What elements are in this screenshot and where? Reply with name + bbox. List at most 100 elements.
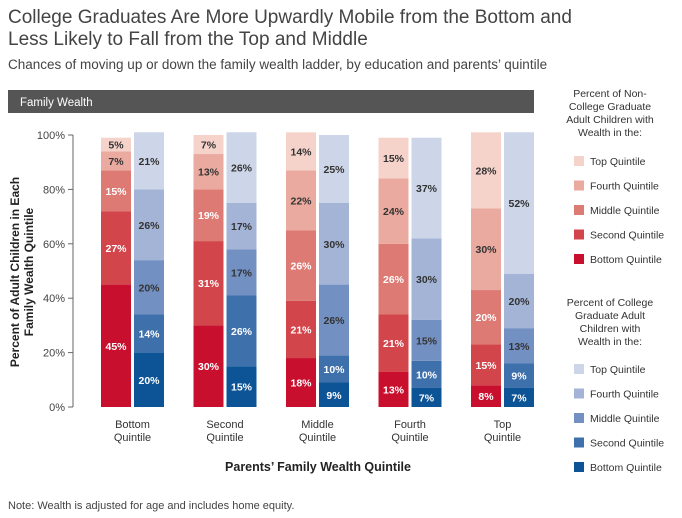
bar-segment	[319, 284, 349, 356]
bar-value-label: 30%	[323, 239, 345, 251]
bar-segment	[504, 363, 534, 388]
legend-item-label: Second Quintile	[590, 438, 664, 450]
bar-segment	[504, 328, 534, 364]
bar-value-label: 21%	[290, 324, 312, 336]
y-tick-label: 60%	[43, 239, 65, 251]
x-category-label: Quintile	[299, 432, 336, 444]
bar-value-label: 45%	[105, 341, 127, 353]
bar-value-label: 25%	[323, 164, 345, 176]
y-tick-label: 100%	[37, 130, 65, 142]
x-category-label: Fourth	[394, 419, 426, 431]
bar-value-label: 17%	[231, 221, 253, 233]
legend-item-label: Fourth Quintile	[590, 389, 659, 401]
bar-value-label: 8%	[478, 391, 494, 403]
bar-value-label: 26%	[323, 315, 345, 327]
legend-heading-college: Graduate Adult	[575, 310, 645, 322]
y-tick-label: 40%	[43, 293, 65, 305]
legend-swatch	[574, 205, 584, 215]
bar-segment	[319, 355, 349, 383]
bar-segment	[411, 360, 442, 388]
legend-swatch	[574, 413, 584, 423]
x-category-label: Quintile	[114, 432, 151, 444]
bar-segment	[411, 238, 442, 320]
bar-value-label: 20%	[508, 296, 530, 308]
x-category-label: Quintile	[484, 432, 521, 444]
legend-item-label: Top Quintile	[590, 364, 646, 376]
bar-segment	[193, 189, 224, 242]
family-wealth-band	[8, 90, 534, 113]
bar-value-label: 20%	[475, 312, 497, 324]
bar-value-label: 26%	[138, 220, 160, 232]
bar-segment	[471, 290, 501, 345]
bar-segment	[286, 300, 316, 359]
bar-value-label: 28%	[475, 165, 497, 177]
y-axis: 0% 20% 40% 60% 80% 100%	[37, 130, 74, 414]
bar-segment	[286, 132, 316, 171]
bar-segment	[411, 137, 442, 239]
legend-item-label: Second Quintile	[590, 230, 664, 242]
bar-segment	[504, 132, 534, 274]
chart-subtitle: Chances of moving up or down the family …	[8, 57, 547, 72]
x-category-label: Top	[494, 419, 512, 431]
bar-segment	[101, 170, 131, 212]
bar-value-label: 37%	[416, 183, 438, 195]
legend-swatch	[574, 437, 584, 448]
bar-value-label: 20%	[138, 375, 160, 387]
bar-stacks: 45% 27% 15% 7% 5% 20% 14% 20% 26% 21% 30% 31% 19% 13%…	[101, 132, 534, 407]
bar-segment	[286, 358, 316, 407]
bar-value-label: 10%	[323, 364, 345, 376]
legend-item-label: Middle Quintile	[590, 205, 660, 217]
bar-value-label: 15%	[105, 186, 127, 198]
bar-segment	[226, 203, 257, 250]
bar-value-label: 18%	[290, 378, 312, 390]
y-axis-label: Percent of Adult Children in Each Family…	[8, 177, 36, 367]
y-axis-label-line-2: Family Wealth Quintile	[22, 207, 36, 336]
bar-segment	[504, 387, 534, 407]
bar-value-label: 14%	[290, 146, 312, 158]
bar-segment	[226, 295, 257, 367]
bar-segment	[226, 132, 257, 203]
bar-value-label: 27%	[105, 243, 127, 255]
legend-swatch	[574, 462, 584, 472]
legend-heading-noncollege: College Graduate	[569, 101, 651, 113]
legend-heading-noncollege: Percent of Non-	[573, 88, 647, 100]
bar-segment	[471, 208, 501, 291]
bar-segment	[411, 319, 442, 361]
footnote: Note: Wealth is adjusted for age and inc…	[8, 500, 294, 512]
bar-segment	[286, 230, 316, 301]
x-axis-label: Parents’ Family Wealth Quintile	[225, 460, 411, 474]
bar-segment	[101, 137, 131, 152]
bar-segment	[193, 325, 224, 407]
bar-value-label: 21%	[138, 156, 160, 168]
legend-swatch	[574, 229, 584, 240]
x-category-label: Bottom	[115, 419, 150, 431]
legend-swatch	[574, 388, 584, 399]
y-tick-label: 0%	[49, 402, 65, 414]
bar-segment	[134, 352, 164, 407]
bar-value-label: 9%	[326, 390, 342, 402]
bar-segment	[226, 249, 257, 296]
bar-value-label: 13%	[383, 384, 405, 396]
legend-heading-college: Percent of College	[567, 297, 654, 309]
bar-value-label: 10%	[416, 369, 438, 381]
bar-value-label: 26%	[383, 274, 405, 286]
bar-segment	[286, 170, 316, 231]
legend-swatch	[574, 156, 584, 166]
bar-value-label: 31%	[198, 278, 220, 290]
legend-item-label: Bottom Quintile	[590, 462, 662, 474]
bar-value-label: 26%	[231, 163, 253, 175]
bar-value-label: 7%	[108, 156, 124, 168]
bar-value-label: 13%	[508, 341, 530, 353]
x-category-label: Quintile	[206, 432, 243, 444]
legend-item-label: Middle Quintile	[590, 413, 660, 425]
bar-value-label: 7%	[419, 392, 435, 404]
bar-segment	[134, 132, 164, 190]
bar-segment	[101, 151, 131, 171]
bar-value-label: 22%	[290, 195, 312, 207]
bar-segment	[319, 382, 349, 407]
bar-value-label: 5%	[108, 140, 124, 152]
bar-value-label: 30%	[416, 274, 438, 286]
bar-segment	[319, 203, 349, 285]
